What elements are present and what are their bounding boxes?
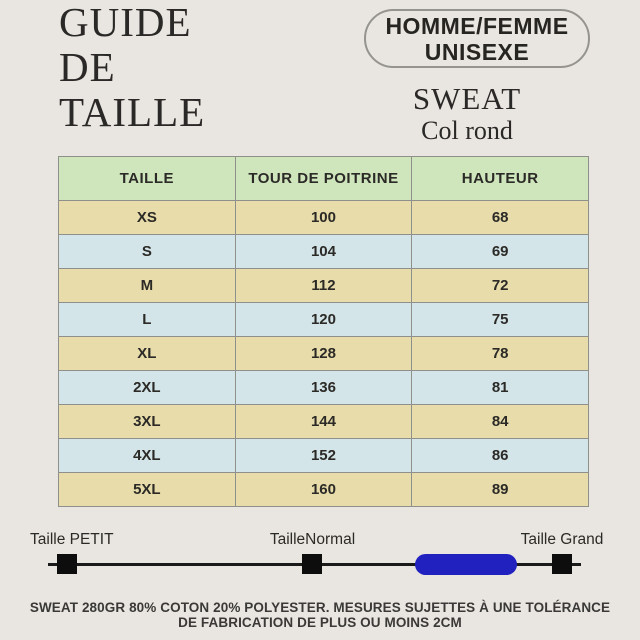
table-cell: 2XL xyxy=(58,370,236,405)
table-cell: 81 xyxy=(411,370,589,405)
table-cell: 68 xyxy=(411,200,589,235)
table-cell: L xyxy=(58,302,236,337)
table-cell: 78 xyxy=(411,336,589,371)
table-cell: 84 xyxy=(411,404,589,439)
gender-badge-line1: HOMME/FEMME xyxy=(385,12,569,39)
slider-highlight-pill xyxy=(415,554,517,575)
table-row: 5XL 160 89 xyxy=(58,472,589,507)
table-cell: XL xyxy=(58,336,236,371)
table-cell: 72 xyxy=(411,268,589,303)
slider-marker-grand xyxy=(552,554,572,574)
size-table-head: TAILLE TOUR DE POITRINE HAUTEUR xyxy=(58,156,589,201)
table-cell: 4XL xyxy=(58,438,236,473)
table-cell: 160 xyxy=(234,472,413,507)
slider-label-petit: Taille PETIT xyxy=(30,531,114,548)
column-header-taille: TAILLE xyxy=(58,156,236,201)
table-cell: 152 xyxy=(234,438,413,473)
table-cell: 144 xyxy=(234,404,413,439)
table-row: S 104 69 xyxy=(58,234,589,269)
table-row: L 120 75 xyxy=(58,302,589,337)
column-header-hauteur: HAUTEUR xyxy=(411,156,589,201)
gender-badge-line2: UNISEXE xyxy=(424,38,530,65)
slider-label-grand: Taille Grand xyxy=(520,531,604,548)
table-cell: 75 xyxy=(411,302,589,337)
table-cell: 3XL xyxy=(58,404,236,439)
table-cell: 5XL xyxy=(58,472,236,507)
size-table-body: XS 100 68 S 104 69 M 112 72 L 120 75 XL 128 78 2XL 136 81… xyxy=(58,200,589,507)
table-row: 4XL 152 86 xyxy=(58,438,589,473)
table-row: 2XL 136 81 xyxy=(58,370,589,405)
page-title: GUIDE DE TAILLE xyxy=(59,0,206,135)
slider-marker-petit xyxy=(57,554,77,574)
table-cell: 120 xyxy=(234,302,413,337)
footer-note: SWEAT 280GR 80% COTON 20% POLYESTER. MES… xyxy=(0,600,640,630)
table-row: M 112 72 xyxy=(58,268,589,303)
table-row: 3XL 144 84 xyxy=(58,404,589,439)
column-header-tour-de-poitrine: TOUR DE POITRINE xyxy=(234,156,413,201)
table-cell: 112 xyxy=(234,268,413,303)
table-row: XS 100 68 xyxy=(58,200,589,235)
table-cell: 104 xyxy=(234,234,413,269)
table-header-row: TAILLE TOUR DE POITRINE HAUTEUR xyxy=(58,156,589,201)
product-name: SWEAT xyxy=(412,81,522,116)
table-row: XL 128 78 xyxy=(58,336,589,371)
size-table: TAILLE TOUR DE POITRINE HAUTEUR XS 100 68 S… xyxy=(58,156,589,507)
table-cell: 136 xyxy=(234,370,413,405)
product-heading: SWEAT Col rond xyxy=(357,82,577,145)
slider-label-normal: TailleNormal xyxy=(269,531,356,548)
table-cell: S xyxy=(58,234,236,269)
table-cell: M xyxy=(58,268,236,303)
table-cell: 100 xyxy=(234,200,413,235)
table-cell: 89 xyxy=(411,472,589,507)
slider-marker-normal xyxy=(302,554,322,574)
footer-note-line1: SWEAT 280GR 80% COTON 20% POLYESTER. MES… xyxy=(29,600,611,615)
table-cell: 69 xyxy=(411,234,589,269)
table-cell: 86 xyxy=(411,438,589,473)
table-cell: 128 xyxy=(234,336,413,371)
footer-note-line2: DE FABRICATION DE PLUS OU MOINS 2CM xyxy=(178,615,462,630)
table-cell: XS xyxy=(58,200,236,235)
gender-badge: HOMME/FEMME UNISEXE xyxy=(364,9,590,68)
product-subtitle: Col rond xyxy=(421,116,513,145)
